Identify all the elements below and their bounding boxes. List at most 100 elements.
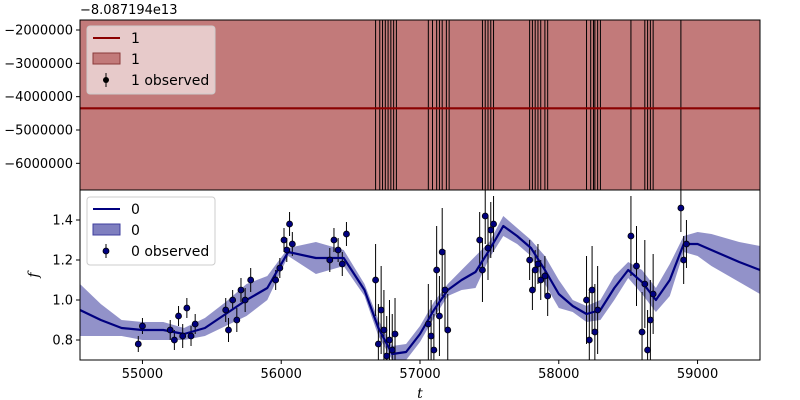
top-legend-obs-label: 1 observed	[131, 73, 209, 89]
bottom-observation-point	[487, 226, 495, 234]
bottom-observation-point	[529, 286, 536, 294]
top-ytick-label: −4000000	[4, 90, 73, 105]
top-legend-band-swatch	[92, 52, 121, 65]
bottom-observation-point	[377, 306, 385, 314]
bottom-observation-point	[526, 256, 534, 264]
bottom-legend: 0 0 0 observed	[86, 196, 216, 266]
bottom-observation-point	[330, 236, 338, 244]
bottom-observation-point	[476, 236, 484, 244]
bottom-legend-obs-marker	[102, 247, 110, 255]
bottom-observation-point	[633, 262, 640, 270]
bottom-legend-band-label: 0	[131, 223, 140, 239]
bottom-observation-point	[479, 266, 486, 274]
top-ytick-label: −5000000	[4, 124, 73, 139]
bottom-ytick-label: 1.2	[52, 254, 73, 269]
bottom-observation-point	[484, 244, 492, 252]
bottom-observation-point	[343, 230, 350, 238]
bottom-observation-point	[591, 328, 599, 336]
bottom-observation-point	[649, 290, 657, 298]
bottom-legend-line-label: 0	[131, 202, 140, 218]
bottom-observation-point	[272, 276, 280, 284]
top-legend-line-label: 1	[131, 31, 140, 47]
bottom-xtick-label: 58000	[538, 367, 579, 382]
bottom-observation-point	[229, 296, 237, 304]
bottom-observation-point	[179, 332, 187, 340]
bottom-observation-point	[388, 346, 396, 354]
bottom-observation-point	[276, 264, 284, 272]
bottom-observation-point	[233, 316, 241, 324]
bottom-observation-point	[247, 276, 255, 284]
bottom-legend-obs-label: 0 observed	[131, 244, 209, 260]
bottom-observation-point	[537, 276, 545, 284]
top-ytick-label: −6000000	[4, 157, 73, 172]
bottom-observation-point	[338, 260, 346, 268]
bottom-observation-point	[438, 248, 446, 256]
bottom-observation-point	[139, 322, 146, 330]
bottom-observation-point	[433, 266, 441, 274]
bottom-observation-point	[641, 280, 649, 288]
bottom-observation-point	[436, 312, 443, 320]
bottom-confidence-band	[80, 216, 760, 360]
bottom-observation-point	[627, 232, 635, 240]
bottom-observation-point	[372, 276, 379, 284]
bottom-observation-point	[237, 286, 245, 294]
bottom-observation-point	[646, 316, 654, 324]
bottom-observation-point	[166, 326, 174, 334]
bottom-observation-point	[594, 306, 602, 314]
top-ytick-label: −3000000	[4, 57, 73, 72]
x-axis-label: t	[417, 386, 423, 400]
bottom-observation-point	[481, 212, 489, 220]
top-panel: −2000000 −3000000 −4000000 −5000000 −6000000…	[4, 3, 761, 191]
bottom-legend-box	[86, 196, 216, 266]
top-offset-label: −8.087194e13	[80, 3, 177, 18]
bottom-observation-point	[183, 304, 191, 312]
bottom-observation-point	[531, 266, 539, 274]
bottom-observation-point	[134, 340, 142, 348]
bottom-observation-point	[191, 320, 199, 328]
bottom-observation-point	[424, 320, 432, 328]
bottom-observation-point	[544, 292, 552, 300]
bottom-observation-point	[170, 336, 178, 344]
bottom-observation-point	[490, 220, 497, 228]
bottom-legend-band-swatch	[92, 223, 121, 236]
bottom-observation-point	[380, 326, 388, 334]
top-legend-obs-marker	[103, 77, 109, 83]
bottom-ytick-label: 1.4	[52, 214, 73, 229]
bottom-observation-point	[444, 326, 452, 334]
bottom-observation-point	[638, 328, 646, 336]
top-legend-box	[86, 25, 216, 95]
bottom-xtick-label: 55000	[122, 367, 163, 382]
bottom-observation-point	[334, 246, 342, 254]
bottom-observation-point	[280, 236, 288, 244]
top-legend: 1 1 1 observed	[86, 25, 216, 95]
bottom-observation-point	[677, 204, 685, 212]
bottom-observation-point	[241, 296, 249, 304]
top-ytick-label: −2000000	[4, 24, 73, 39]
bottom-observation-point	[286, 220, 293, 228]
bottom-panel: 0.8 1.0 1.2 1.4 55000 56000 57000 58000 59000 t…	[26, 189, 761, 400]
bottom-observation-point	[222, 306, 230, 314]
bottom-observation-point	[583, 296, 590, 304]
top-legend-band-label: 1	[131, 52, 140, 68]
bottom-observation-point	[391, 330, 399, 338]
bottom-observation-point	[585, 336, 593, 344]
y-axis-label: f	[26, 270, 42, 279]
bottom-observation-point	[225, 326, 232, 334]
bottom-observation-point	[383, 352, 391, 360]
bottom-observation-point	[441, 286, 449, 294]
bottom-observation-point	[541, 272, 549, 280]
bottom-ytick-label: 0.8	[52, 334, 73, 349]
bottom-ytick-label: 1.0	[52, 294, 73, 309]
bottom-observation-point	[534, 260, 542, 268]
bottom-xtick-label: 59000	[677, 367, 718, 382]
bottom-observation-point	[374, 340, 382, 348]
bottom-observation-point	[427, 332, 435, 340]
bottom-observation-point	[680, 256, 688, 264]
bottom-xtick-label: 56000	[261, 367, 302, 382]
bottom-observation-point	[644, 346, 651, 354]
bottom-xtick-label: 57000	[399, 367, 440, 382]
bottom-observation-point	[386, 336, 393, 344]
bottom-observation-point	[288, 240, 296, 248]
bottom-observation-point	[187, 332, 195, 340]
